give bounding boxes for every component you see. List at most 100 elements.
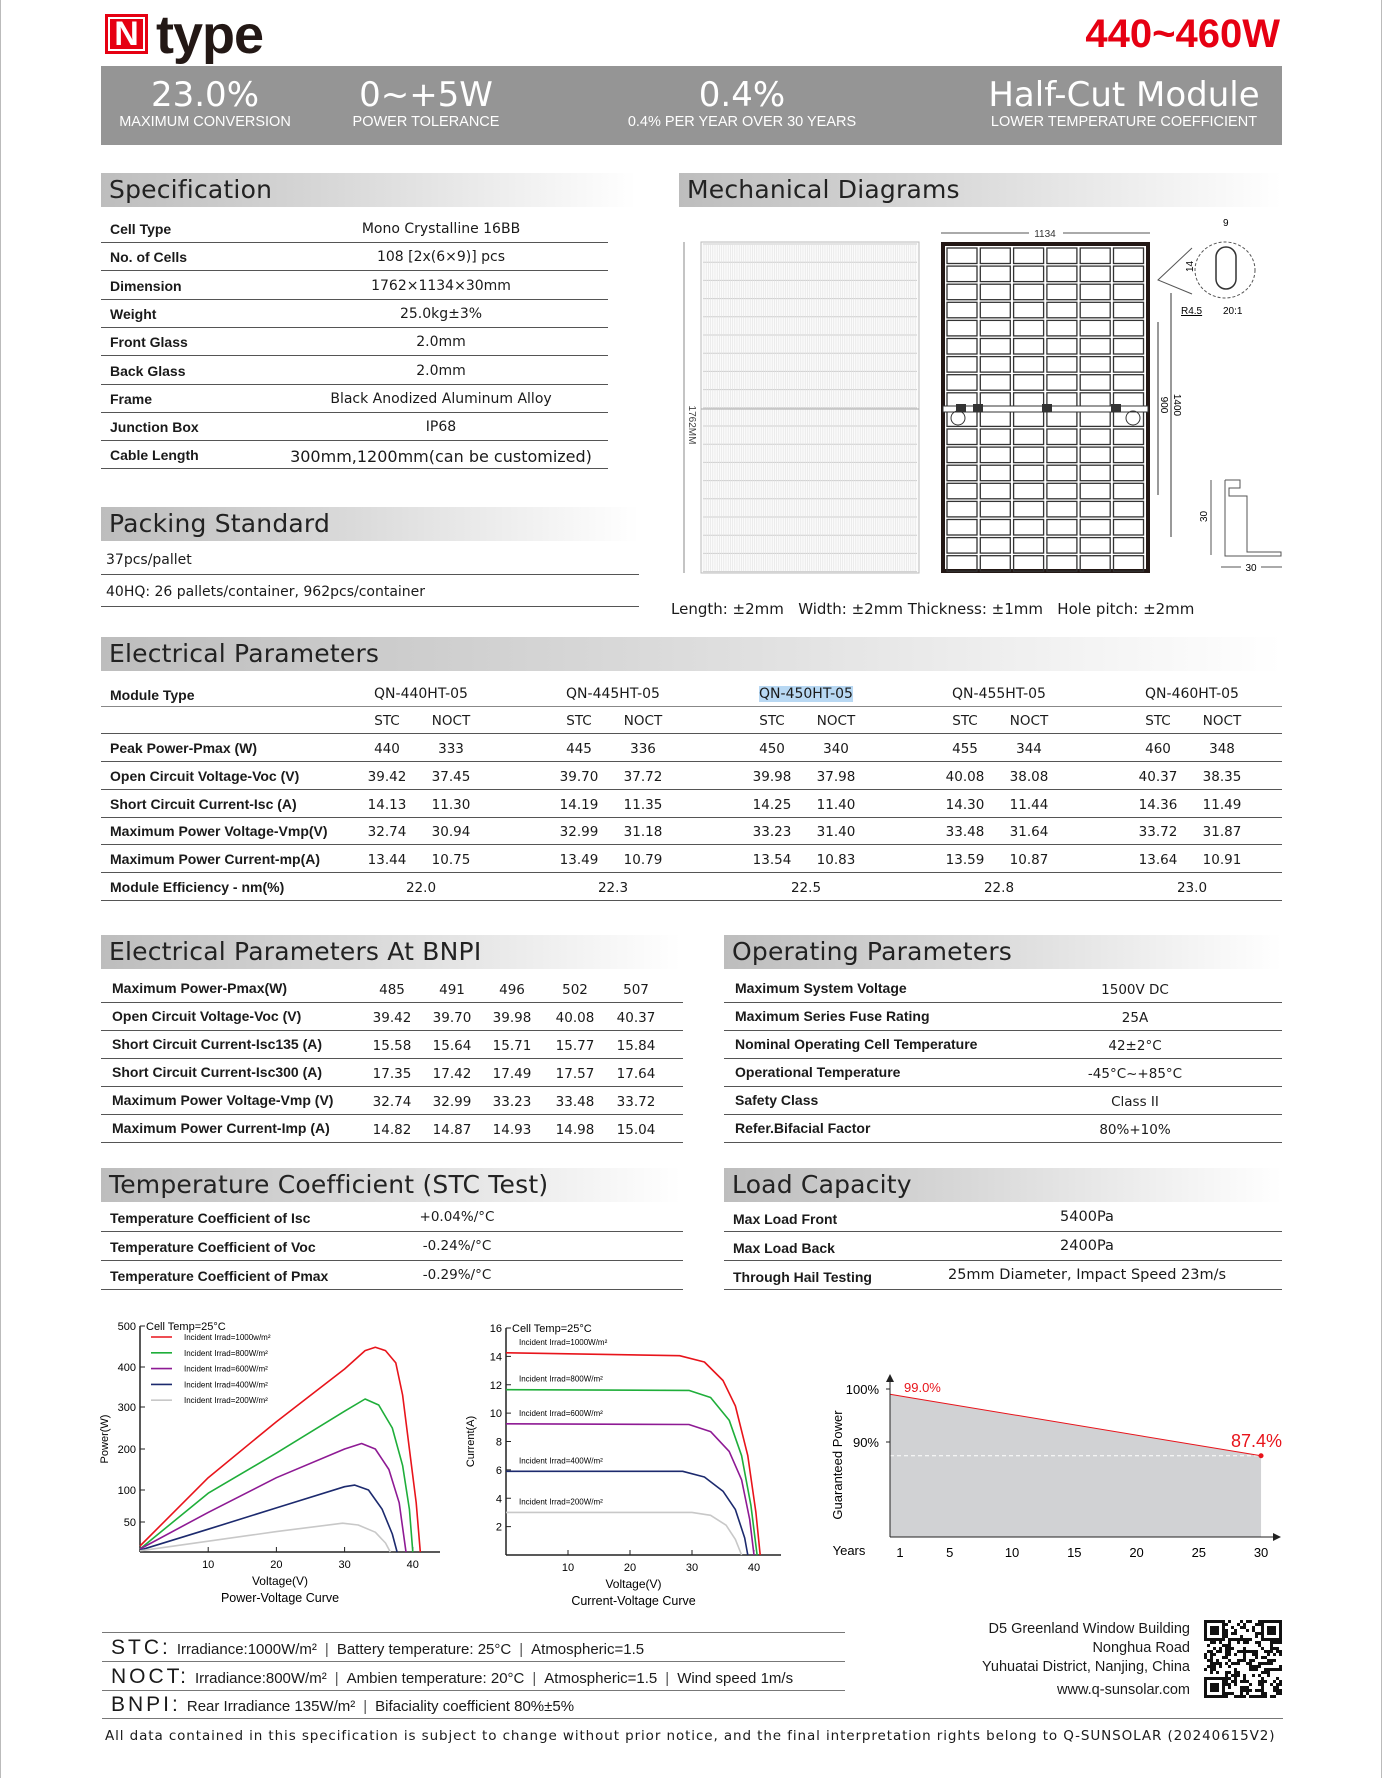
qr-module [1225, 1692, 1228, 1695]
detail-scale: 20:1 [1223, 306, 1243, 317]
highlight-label: 0.4% PER YEAR OVER 30 YEARS [627, 114, 857, 130]
qr-module [1207, 1650, 1210, 1653]
legend-label: Incident Irrad=400W/m² [184, 1380, 268, 1389]
back-cell [1012, 518, 1045, 536]
back-cell [1079, 555, 1111, 572]
qr-module [1246, 1650, 1249, 1653]
qr-module [1258, 1683, 1261, 1686]
footer-bnpi-line: BNPI: Rear Irradiance 135W/m² | Bifaciality… [111, 1693, 574, 1717]
x-tick-label: 40 [407, 1559, 419, 1571]
qr-module [1264, 1656, 1267, 1659]
qr-module [1216, 1650, 1219, 1653]
load-value: 2400Pa [1060, 1238, 1114, 1254]
qr-module [1252, 1626, 1255, 1629]
efficiency-value: 22.5 [790, 880, 822, 896]
qr-module [1279, 1650, 1282, 1653]
bnpi-value: 15.04 [616, 1122, 656, 1138]
y-axis-label: Current(A) [465, 1416, 477, 1467]
y-tick-label: 50 [124, 1517, 136, 1529]
qr-module [1261, 1686, 1264, 1689]
tolerances: Length: ±2mm Width: ±2mm Thickness: ±1mm… [671, 600, 1195, 618]
back-cell [979, 482, 1011, 500]
qr-module [1246, 1641, 1249, 1644]
back-cell [1112, 283, 1145, 301]
footer-item: Atmospheric=1.5 [531, 1641, 645, 1658]
qr-module [1216, 1671, 1219, 1674]
elec-value: 11.35 [623, 796, 663, 813]
qr-module [1270, 1683, 1273, 1686]
bnpi-value: 40.08 [555, 1010, 595, 1026]
qr-module [1267, 1650, 1270, 1653]
n-type-logo: N [105, 14, 148, 54]
charts-area: 10 20 30 40 50 100 200 300 400 500 Cell Temp=25°C V… [99, 1321, 1282, 1608]
qr-module [1243, 1659, 1246, 1662]
qr-module [1261, 1695, 1264, 1698]
qr-module [1252, 1629, 1255, 1632]
qr-module [1225, 1629, 1228, 1632]
qr-module [1255, 1650, 1258, 1653]
noct-label: NOCT [1009, 713, 1049, 729]
x-axis-arrow [1273, 1533, 1281, 1541]
elec-value: 30.94 [431, 824, 471, 841]
qr-module [1237, 1641, 1240, 1644]
qr-module [1237, 1650, 1240, 1653]
highlight-item: 0.4% 0.4% PER YEAR OVER 30 YEARS [628, 66, 856, 130]
website-link[interactable]: www.q-sunsolar.com [1057, 1682, 1190, 1698]
bnpi-row [101, 1115, 683, 1143]
spec-value: Mono Crystalline 16BB [361, 221, 521, 237]
footer-item: Ambien temperature: 20°C [346, 1670, 525, 1687]
highlight-value: 0.4% [698, 75, 786, 115]
operating-label: Maximum System Voltage [735, 980, 907, 996]
elec-value: 333 [438, 741, 464, 757]
qr-module [1216, 1659, 1219, 1662]
y-tick-label: 90% [853, 1435, 879, 1450]
qr-module [1240, 1680, 1243, 1683]
spec-row [101, 441, 608, 470]
qr-module [1267, 1671, 1270, 1674]
qr-module [1219, 1650, 1222, 1653]
qr-code-icon [1204, 1620, 1282, 1698]
bnpi-value: 39.98 [492, 1010, 532, 1026]
detail-14: 14 [1185, 260, 1196, 272]
load-label: Through Hail Testing [733, 1269, 872, 1285]
elec-value: 440 [374, 741, 400, 757]
qr-module [1225, 1683, 1228, 1686]
back-cell [1079, 500, 1111, 518]
back-cell [1079, 283, 1111, 301]
qr-module [1279, 1668, 1282, 1671]
elec-value: 11.44 [1009, 796, 1049, 813]
qr-module [1273, 1695, 1276, 1698]
series-line [505, 1352, 761, 1556]
bnpi-label: Maximum Power Current-Imp (A) [112, 1120, 330, 1136]
qr-module [1225, 1647, 1228, 1650]
y-tick-label: 200 [118, 1444, 136, 1456]
qr-module [1228, 1650, 1231, 1653]
operating-value: 1500V DC [1101, 982, 1169, 998]
back-cell [946, 301, 978, 319]
qr-module [1255, 1695, 1258, 1698]
load-label: Max Load Back [733, 1240, 835, 1256]
spec-label: Back Glass [110, 362, 186, 379]
qr-module [1240, 1686, 1243, 1689]
back-cell [946, 464, 978, 482]
junction-box [1111, 404, 1121, 412]
y-tick-label: 100 [118, 1485, 136, 1497]
elec-value: 31.87 [1202, 824, 1242, 841]
noct-label: NOCT [431, 713, 471, 729]
qr-module [1207, 1665, 1210, 1668]
qr-module [1258, 1662, 1261, 1665]
qr-module [1225, 1635, 1228, 1638]
y-tick-label: 14 [490, 1351, 502, 1363]
elec-value: 39.98 [752, 768, 792, 785]
qr-module [1255, 1623, 1258, 1626]
qr-module [1234, 1662, 1237, 1665]
qr-module [1204, 1668, 1207, 1671]
qr-module [1228, 1653, 1231, 1656]
elec-value: 37.72 [623, 768, 663, 785]
bnpi-value: 39.42 [372, 1010, 412, 1026]
load-value: 5400Pa [1060, 1209, 1114, 1225]
packing-row [101, 545, 639, 575]
qr-module [1261, 1677, 1264, 1680]
back-cell [1112, 428, 1145, 446]
qr-module [1249, 1659, 1252, 1662]
